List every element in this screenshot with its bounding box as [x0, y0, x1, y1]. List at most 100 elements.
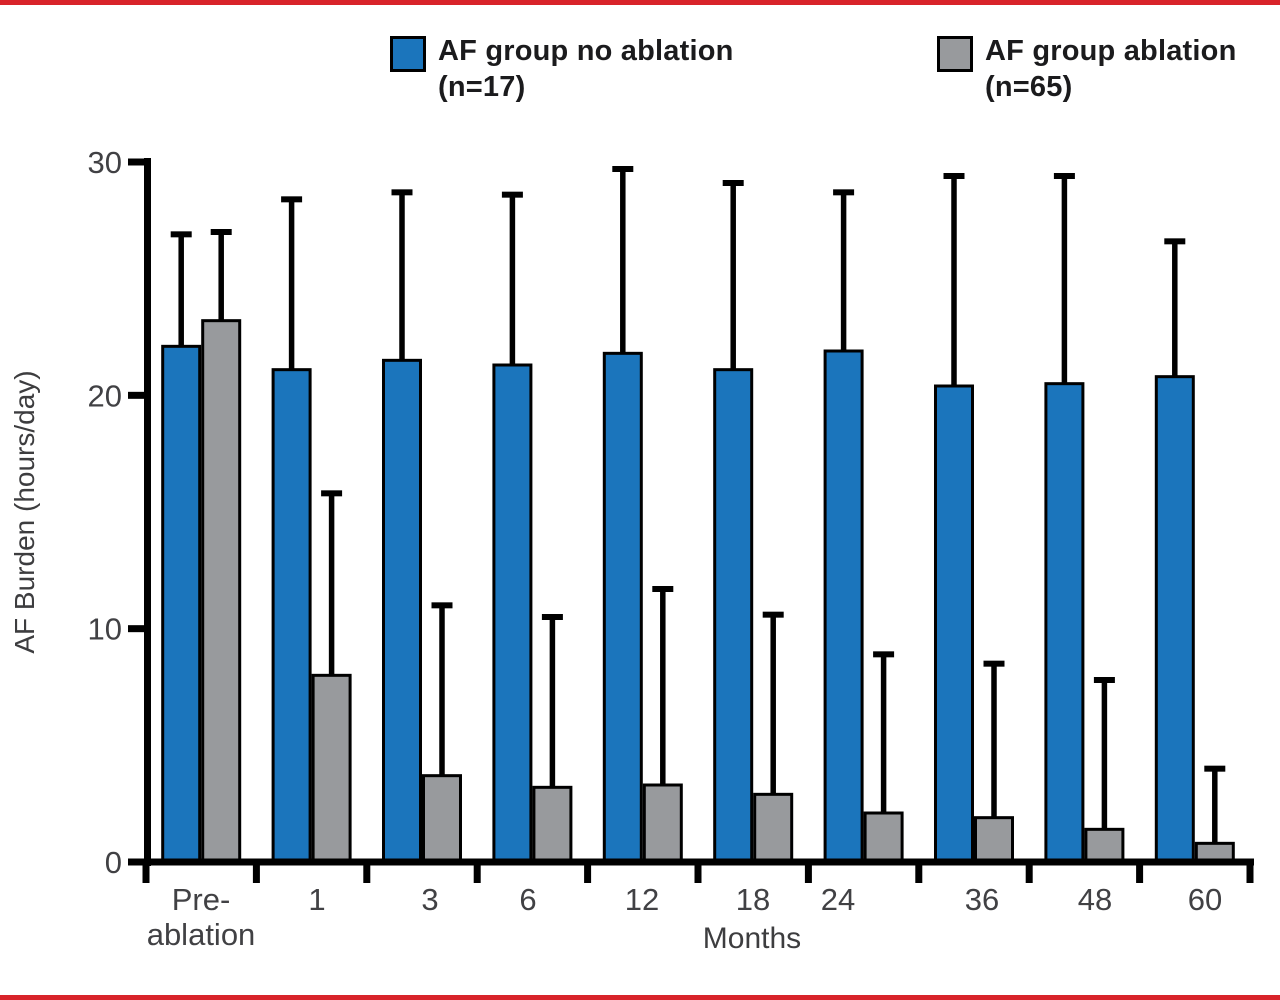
x-category-label-2: 3 — [421, 882, 438, 917]
bar-no-ablation-9 — [1154, 375, 1195, 864]
error-bar-cap-ablation-0 — [210, 229, 232, 235]
y-tick-label-20: 20 — [88, 378, 122, 413]
x-tick-8 — [1025, 862, 1033, 883]
chart-legend: AF group no ablation (n=17) AF group abl… — [0, 0, 1280, 120]
x-tick-5 — [694, 862, 702, 883]
legend-label-ablation: AF group ablation (n=65) — [985, 33, 1237, 105]
error-bar-stem-no-ablation-8 — [1061, 176, 1068, 384]
error-bar-cap-ablation-7 — [983, 660, 1005, 667]
bar-ablation-8 — [1084, 827, 1125, 864]
legend-label-line2: (n=65) — [985, 71, 1073, 103]
bar-ablation-6 — [863, 811, 904, 864]
x-tick-6 — [804, 862, 812, 883]
bar-no-ablation-6 — [823, 349, 864, 864]
bar-ablation-5 — [753, 792, 794, 864]
x-tick-0 — [142, 862, 150, 883]
error-bar-stem-ablation-6 — [880, 654, 887, 813]
y-tick-label-0: 0 — [105, 845, 122, 880]
error-bar-stem-ablation-5 — [770, 614, 776, 795]
y-tick-label-30: 30 — [88, 145, 122, 180]
error-bar-stem-ablation-8 — [1101, 680, 1108, 830]
error-bar-cap-no-ablation-7 — [943, 173, 965, 179]
bar-no-ablation-1 — [271, 368, 312, 864]
bar-ablation-3 — [532, 785, 573, 864]
bar-ablation-2 — [422, 774, 462, 864]
bottom-red-border — [0, 995, 1280, 1000]
x-tick-1 — [252, 862, 260, 883]
error-bar-cap-no-ablation-8 — [1053, 173, 1075, 179]
error-bar-cap-no-ablation-1 — [281, 196, 303, 203]
legend-label-line2: (n=17) — [438, 71, 526, 103]
error-bar-cap-ablation-8 — [1093, 677, 1115, 683]
error-bar-stem-no-ablation-7 — [951, 176, 957, 386]
legend-label-line1: AF group no ablation — [438, 35, 734, 67]
x-category-label-6: 24 — [821, 882, 855, 917]
error-bar-stem-ablation-1 — [328, 493, 335, 676]
x-category-label-8: 48 — [1078, 882, 1112, 917]
x-category-label-1: 1 — [308, 882, 325, 917]
error-bar-stem-no-ablation-1 — [288, 199, 295, 370]
error-bar-cap-no-ablation-4 — [612, 166, 634, 172]
error-bar-stem-ablation-4 — [660, 589, 666, 785]
error-bar-cap-ablation-1 — [321, 490, 343, 497]
bar-ablation-1 — [311, 673, 352, 864]
x-tick-4 — [584, 862, 592, 883]
x-tick-10 — [1246, 862, 1254, 883]
error-bar-stem-no-ablation-4 — [620, 169, 626, 354]
x-category-label-7: 36 — [965, 882, 999, 917]
error-bar-stem-ablation-2 — [439, 605, 445, 776]
x-tick-3 — [473, 862, 481, 883]
bar-no-ablation-7 — [934, 384, 974, 864]
error-bar-cap-ablation-3 — [541, 614, 563, 620]
x-category-label-9: 60 — [1188, 882, 1222, 917]
legend-label-line1: AF group ablation — [985, 35, 1237, 67]
bar-no-ablation-2 — [382, 358, 422, 864]
error-bar-cap-ablation-5 — [762, 611, 784, 618]
error-bar-stem-ablation-0 — [218, 232, 224, 321]
error-bar-cap-ablation-2 — [431, 602, 453, 609]
y-tick-20 — [128, 391, 144, 399]
error-bar-cap-no-ablation-9 — [1164, 238, 1186, 245]
x-category-label-0: Pre- — [172, 882, 231, 917]
x-category-label-3: 6 — [519, 882, 536, 917]
y-tick-10 — [128, 625, 144, 633]
legend-item-no-ablation: AF group no ablation (n=17) — [390, 33, 734, 105]
bar-ablation-0 — [201, 319, 242, 864]
bar-no-ablation-8 — [1044, 382, 1085, 864]
x-category-label-5: 18 — [736, 882, 770, 917]
y-tick-label-10: 10 — [88, 612, 122, 647]
y-tick-0 — [128, 858, 144, 866]
top-red-border — [0, 0, 1280, 5]
y-axis-title: AF Burden (hours/day) — [9, 370, 40, 653]
x-axis-title: Months — [703, 922, 801, 955]
x-category-label-4: 12 — [625, 882, 659, 917]
error-bar-stem-no-ablation-6 — [840, 192, 847, 351]
error-bar-stem-ablation-7 — [991, 663, 997, 818]
error-bar-cap-ablation-9 — [1204, 765, 1226, 772]
bar-ablation-7 — [974, 816, 1014, 864]
error-bar-cap-no-ablation-3 — [501, 191, 523, 198]
x-tick-2 — [363, 862, 371, 883]
error-bar-cap-no-ablation-5 — [722, 180, 744, 186]
legend-item-ablation: AF group ablation (n=65) — [937, 33, 1237, 105]
error-bar-stem-no-ablation-3 — [509, 194, 516, 365]
y-tick-30 — [128, 158, 144, 166]
bar-ablation-4 — [642, 783, 683, 864]
error-bar-cap-no-ablation-2 — [391, 189, 413, 196]
error-bar-stem-ablation-3 — [549, 617, 556, 788]
error-bar-cap-no-ablation-0 — [170, 231, 192, 238]
error-bar-stem-no-ablation-2 — [399, 192, 405, 361]
error-bar-cap-ablation-4 — [652, 586, 674, 592]
bar-no-ablation-5 — [713, 368, 754, 864]
error-bar-stem-ablation-9 — [1212, 768, 1218, 844]
legend-swatch-ablation — [937, 36, 973, 72]
x-category-label-0: ablation — [147, 917, 256, 952]
x-tick-9 — [1136, 862, 1144, 883]
error-bar-cap-no-ablation-6 — [833, 189, 855, 196]
y-axis-line — [144, 158, 151, 866]
error-bar-stem-no-ablation-0 — [178, 234, 184, 347]
bar-no-ablation-3 — [492, 363, 533, 864]
legend-label-no-ablation: AF group no ablation (n=17) — [438, 33, 734, 105]
bar-no-ablation-0 — [161, 344, 202, 864]
